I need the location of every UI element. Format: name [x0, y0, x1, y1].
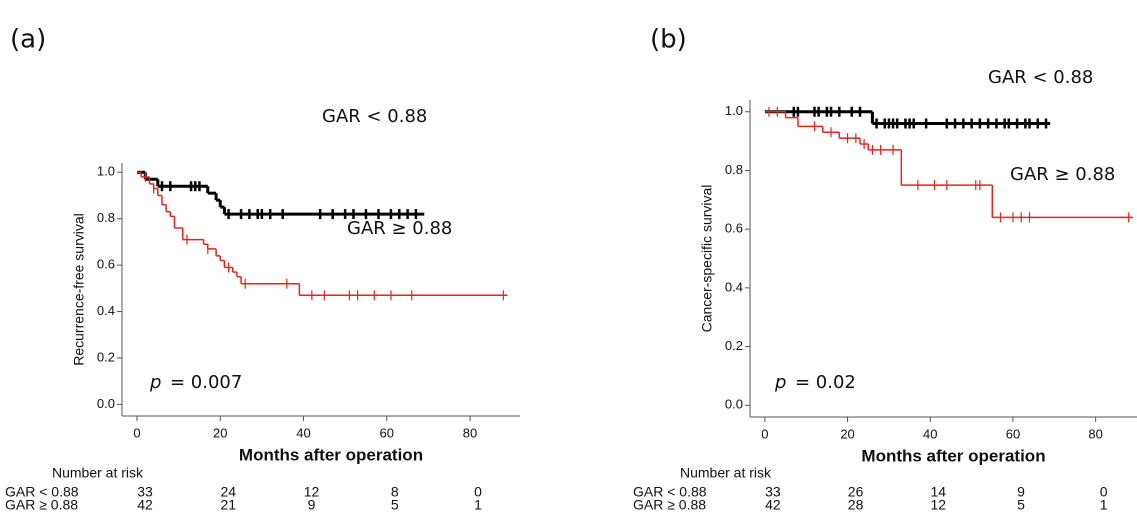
risk-count: 0 [474, 484, 482, 500]
risk-count: 12 [930, 497, 946, 513]
panel-label: (b) [650, 25, 687, 55]
risk-count: 0 [1100, 484, 1108, 500]
risk-count: 33 [765, 484, 781, 500]
x-axis-label: Months after operation [861, 446, 1045, 465]
x-tick-label: 20 [840, 426, 854, 441]
p-value: = 0.007 [170, 372, 242, 393]
risk-row-label: GAR ≥ 0.88 [633, 497, 706, 513]
risk-count: 33 [137, 484, 153, 500]
y-tick-label: 0.8 [97, 210, 115, 225]
p-value: = 0.02 [795, 372, 856, 393]
risk-count: 1 [1100, 497, 1108, 513]
risk-title: Number at risk [680, 465, 772, 481]
risk-count: 12 [304, 484, 320, 500]
p-symbol: p [149, 372, 161, 393]
y-tick-label: 0.6 [725, 221, 743, 236]
x-tick-label: 80 [463, 425, 477, 440]
y-tick-label: 1.0 [725, 103, 743, 118]
y-tick-label: 0.0 [725, 397, 743, 412]
x-tick-label: 40 [923, 426, 937, 441]
risk-count: 5 [391, 497, 399, 513]
x-tick-label: 0 [133, 425, 140, 440]
y-tick-label: 0.6 [97, 257, 115, 272]
risk-count: 24 [220, 484, 236, 500]
series-label: GAR ≥ 0.88 [347, 218, 452, 239]
risk-count: 42 [137, 497, 153, 513]
series-label: GAR < 0.88 [988, 67, 1093, 88]
y-tick-label: 0.2 [725, 338, 743, 353]
risk-row-label: GAR < 0.88 [633, 484, 707, 500]
x-tick-label: 60 [380, 425, 394, 440]
risk-count: 26 [848, 484, 864, 500]
series-label: GAR < 0.88 [322, 106, 427, 127]
y-tick-label: 0.0 [97, 396, 115, 411]
series-label: GAR ≥ 0.88 [1010, 164, 1115, 185]
x-tick-label: 0 [761, 426, 768, 441]
risk-count: 1 [474, 497, 482, 513]
y-tick-label: 0.8 [725, 162, 743, 177]
x-axis-label: Months after operation [239, 445, 423, 464]
risk-count: 5 [1017, 497, 1025, 513]
x-tick-label: 80 [1088, 426, 1102, 441]
x-tick-label: 60 [1006, 426, 1020, 441]
risk-count: 14 [930, 484, 946, 500]
panel-label: (a) [10, 25, 46, 55]
risk-row-label: GAR ≥ 0.88 [5, 497, 78, 513]
y-tick-label: 1.0 [97, 164, 115, 179]
risk-title: Number at risk [52, 465, 144, 481]
risk-count: 8 [391, 484, 399, 500]
risk-count: 9 [308, 497, 316, 513]
y-tick-label: 0.4 [725, 279, 743, 294]
y-tick-label: 0.4 [97, 303, 115, 318]
y-axis-label: Recurrence-free survival [71, 213, 87, 366]
risk-count: 9 [1017, 484, 1025, 500]
y-axis-label: Cancer-specific survival [699, 185, 715, 333]
x-tick-label: 20 [213, 425, 227, 440]
risk-count: 42 [765, 497, 781, 513]
risk-row-label: GAR < 0.88 [5, 484, 79, 500]
p-symbol: p [774, 372, 786, 393]
risk-count: 21 [220, 497, 236, 513]
y-tick-label: 0.2 [97, 349, 115, 364]
x-tick-label: 40 [296, 425, 310, 440]
risk-count: 28 [848, 497, 864, 513]
